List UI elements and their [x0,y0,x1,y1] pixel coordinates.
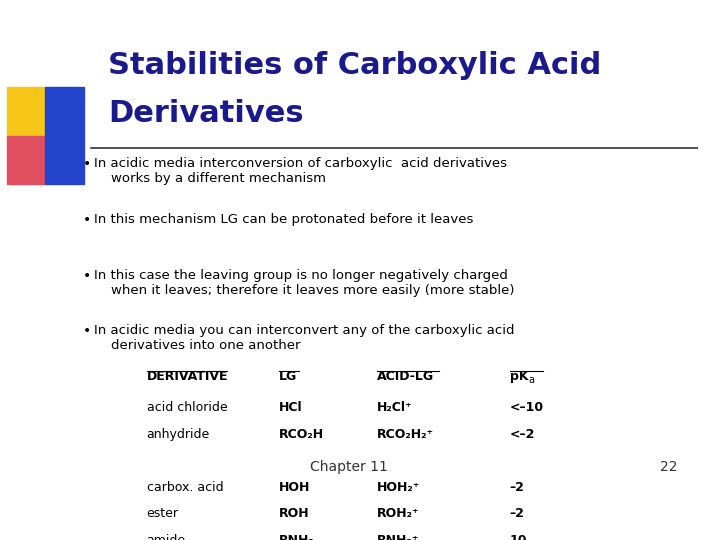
Text: acid chloride: acid chloride [147,401,228,414]
Text: LG: LG [279,370,297,383]
Text: RNH₂: RNH₂ [279,534,315,540]
Text: ROH₂⁺: ROH₂⁺ [377,508,420,521]
Text: HCl: HCl [279,401,303,414]
Text: <–10: <–10 [510,401,544,414]
Bar [45,87,84,136]
Text: ROH: ROH [279,508,310,521]
Text: 10: 10 [510,534,527,540]
Text: HOH₂⁺: HOH₂⁺ [377,481,420,494]
Text: –2: –2 [510,508,525,521]
Text: carbox. acid: carbox. acid [147,481,223,494]
Text: ester: ester [147,508,179,521]
Text: Chapter 11: Chapter 11 [310,461,388,475]
Text: In this case the leaving group is no longer negatively charged
    when it leave: In this case the leaving group is no lon… [94,269,515,296]
Text: In acidic media you can interconvert any of the carboxylic acid
    derivatives : In acidic media you can interconvert any… [94,325,515,353]
Text: amide: amide [147,534,186,540]
Text: In this mechanism LG can be protonated before it leaves: In this mechanism LG can be protonated b… [94,213,474,226]
Bar [45,136,84,184]
Text: ACID-LG: ACID-LG [377,370,434,383]
Text: <–2: <–2 [510,428,535,441]
Text: •: • [82,269,91,283]
Bar [7,87,45,136]
Text: a: a [528,375,534,385]
Text: –2: –2 [510,481,525,494]
Text: RCO₂H: RCO₂H [279,428,325,441]
Text: RCO₂H₂⁺: RCO₂H₂⁺ [377,428,434,441]
Text: anhydride: anhydride [147,428,210,441]
Text: In acidic media interconversion of carboxylic  acid derivatives
    works by a d: In acidic media interconversion of carbo… [94,157,508,185]
Text: RNH₃⁺: RNH₃⁺ [377,534,420,540]
Bar [7,136,45,184]
Text: HOH: HOH [279,481,310,494]
Text: •: • [82,157,91,171]
Text: H₂Cl⁺: H₂Cl⁺ [377,401,413,414]
Text: •: • [82,213,91,227]
Text: Derivatives: Derivatives [108,99,304,129]
Text: DERIVATIVE: DERIVATIVE [147,370,228,383]
Text: Stabilities of Carboxylic Acid: Stabilities of Carboxylic Acid [108,51,601,80]
Text: pK: pK [510,370,528,383]
Text: 22: 22 [660,461,678,475]
Text: •: • [82,325,91,339]
